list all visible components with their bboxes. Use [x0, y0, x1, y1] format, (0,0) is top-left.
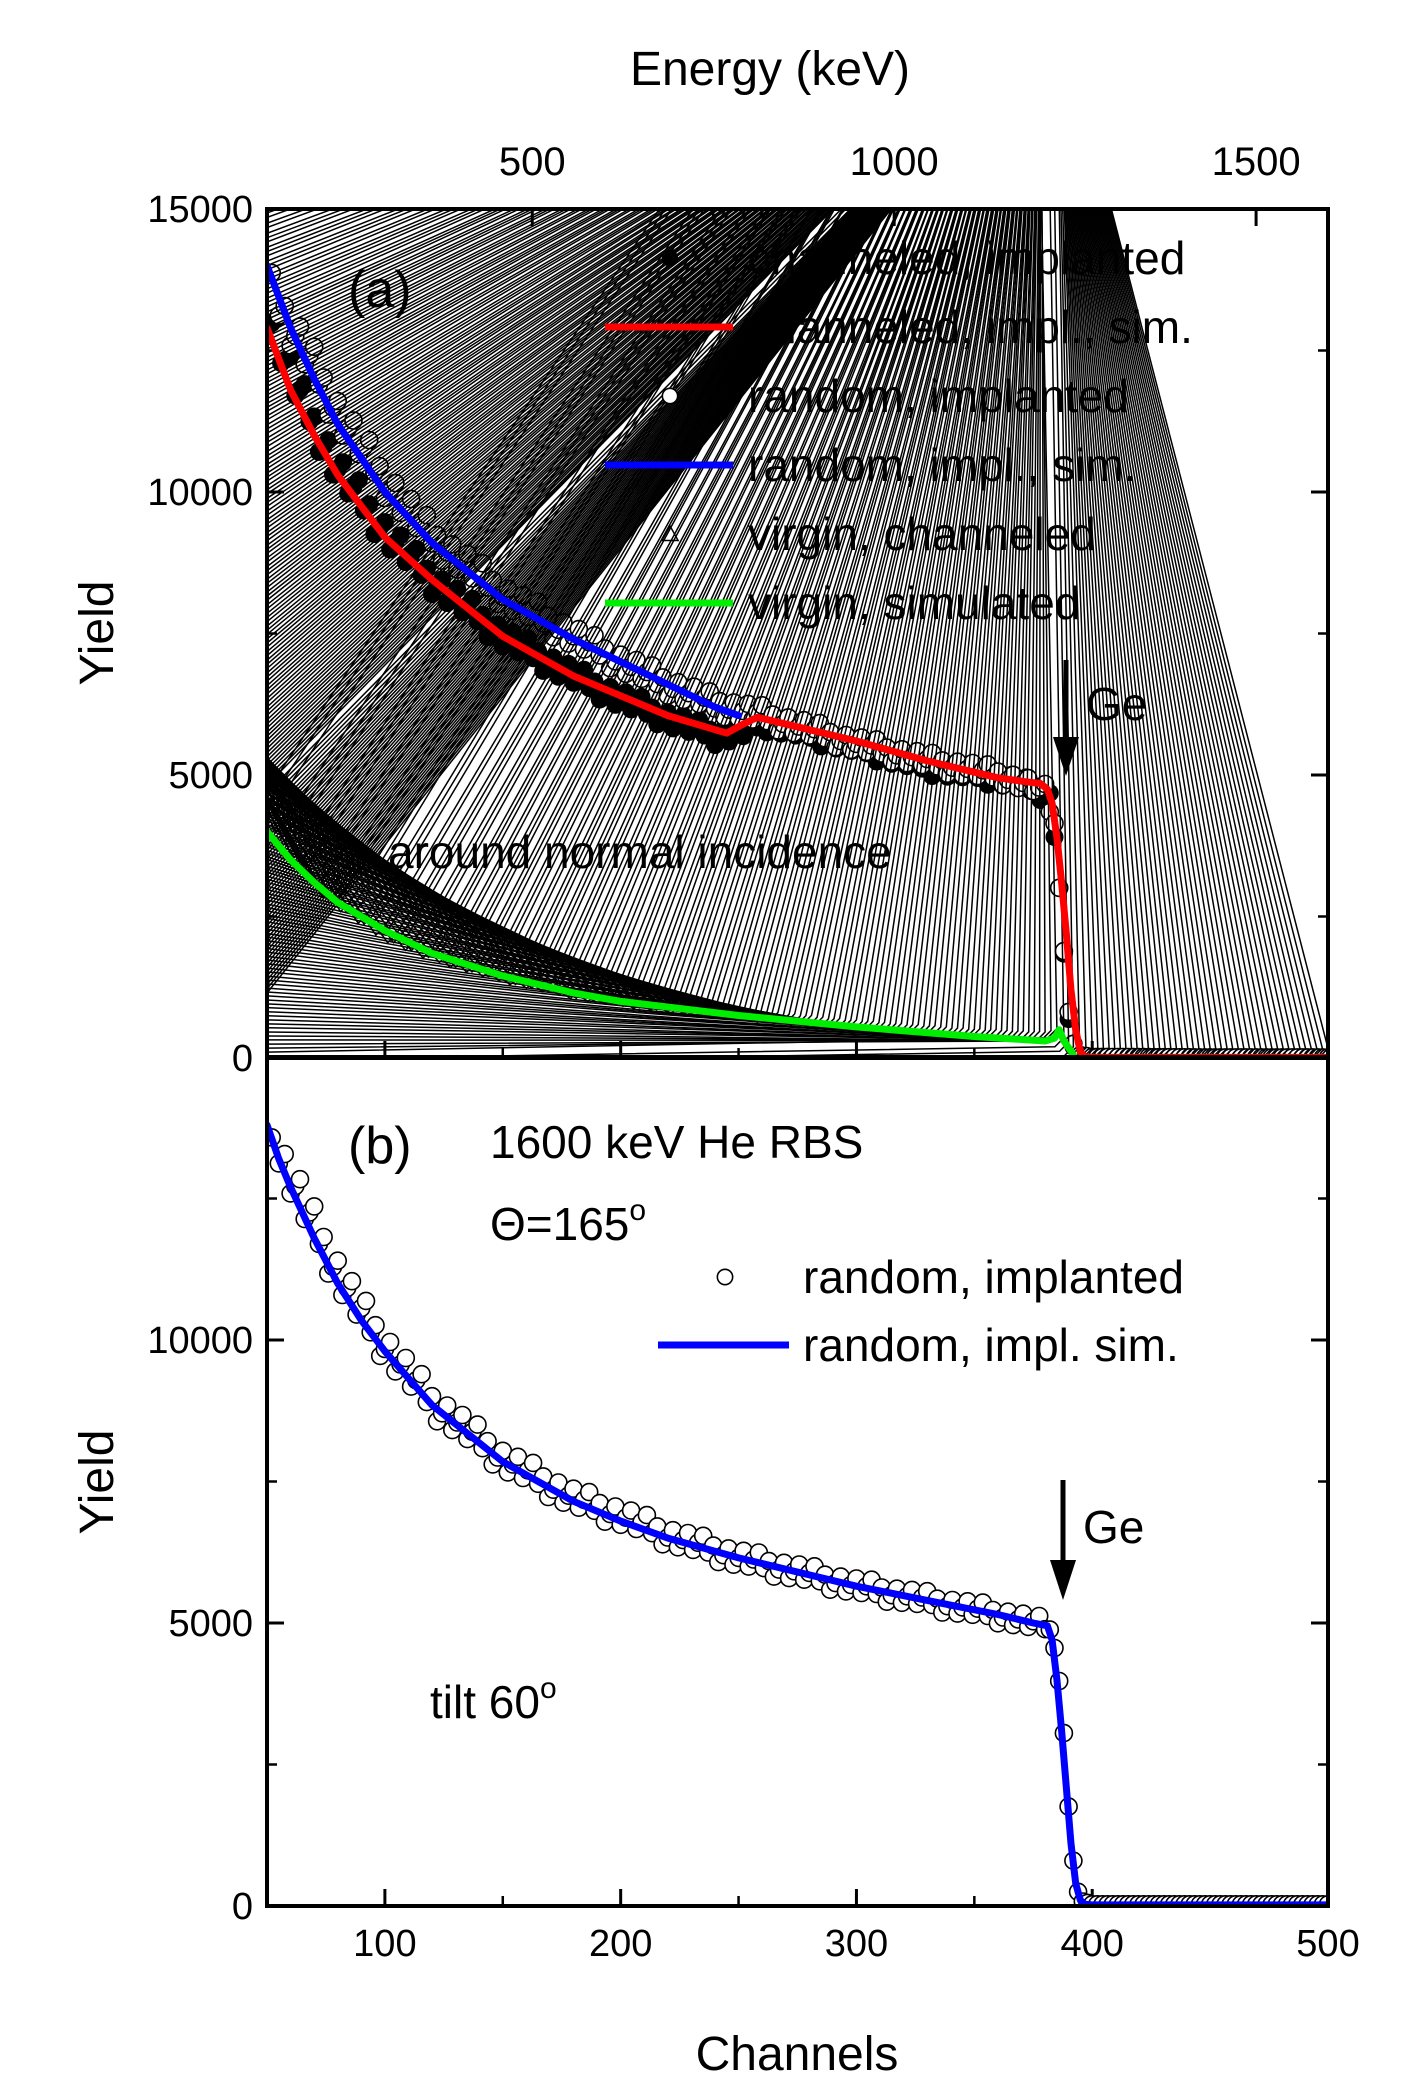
panel-b-theta: Θ=165o: [490, 1194, 646, 1250]
y-tick-label: 10000: [147, 472, 253, 514]
series-random-implanted: [267, 1128, 1328, 1906]
series-line: [267, 262, 743, 720]
series-line: [267, 1121, 1328, 1906]
panel-b-ge-label: Ge: [1083, 1501, 1144, 1553]
legend-marker-swatch: [661, 387, 679, 405]
x-tick-label: 500: [1296, 1923, 1359, 1965]
top-axis-tick-label: 1000: [850, 140, 939, 184]
panel-a-ticks: 0 5000 10000 15000: [147, 189, 1330, 1080]
legend-entry: virgin, simulated: [605, 577, 1080, 629]
legend-entry: virgin, channeled: [660, 508, 1096, 560]
legend-label: random, implanted: [748, 370, 1129, 422]
data-point: [267, 209, 1075, 1058]
legend-marker-swatch: [716, 1268, 734, 1286]
x-tick-label: 300: [825, 1923, 888, 1965]
legend-label: virgin, simulated: [748, 577, 1080, 629]
panel-b-y-label: Yield: [71, 1430, 124, 1535]
series-line: [267, 828, 1077, 1058]
series-virgin-simulated: [267, 828, 1077, 1058]
legend-entry: random, impl. sim.: [658, 1319, 1179, 1371]
panel-a-label: (a): [348, 261, 412, 319]
y-tick-label: 0: [232, 1886, 253, 1928]
data-point: [267, 209, 1065, 1058]
series-random-impl-sim-: [267, 262, 743, 720]
panel-a-ge-label: Ge: [1086, 678, 1147, 730]
y-tick-label: 5000: [168, 755, 253, 797]
series-random-impl-sim-: [267, 1121, 1328, 1906]
legend-label: random, impl., sim.: [748, 439, 1137, 491]
legend-label: channeled, implanted: [748, 232, 1185, 284]
x-axis-label: Channels: [696, 2028, 899, 2081]
series-channeled-impl-sim-: [267, 324, 1328, 1058]
panel-a-condition: around normal incidence: [388, 826, 892, 878]
panel-b-series: [267, 1121, 1328, 1906]
top-axis-tick-label: 1500: [1212, 140, 1301, 184]
panel-a-ge-arrow: Ge: [1053, 660, 1147, 776]
data-point: [468, 1415, 487, 1434]
legend-label: random, implanted: [803, 1251, 1184, 1303]
top-axis-tick-label: 500: [499, 140, 566, 184]
panel-a: 0 5000 10000 15000 (a) around normal incide…: [71, 189, 1330, 1080]
data-point: [267, 209, 1058, 1053]
panel-b-ge-arrow: Ge: [1050, 1480, 1144, 1600]
panel-b-label: (b): [348, 1117, 412, 1175]
x-tick-label: 400: [1061, 1923, 1124, 1965]
legend-label: virgin, channeled: [748, 508, 1096, 560]
panel-b-ticks: 0 5000 10000 100 200 300 400 500: [147, 1197, 1360, 1965]
legend-marker-swatch: [660, 524, 680, 542]
y-tick-label: 5000: [168, 1603, 253, 1645]
panel-a-y-label: Yield: [71, 581, 124, 686]
panel-b-beam: 1600 keV He RBS: [490, 1116, 863, 1168]
top-axis-ticks: 500 1000 1500: [499, 140, 1301, 226]
panel-b-legend: random, implanted random, impl. sim.: [658, 1251, 1184, 1371]
y-tick-label: 15000: [147, 189, 253, 231]
x-tick-label: 200: [589, 1923, 652, 1965]
panel-b-frame: [265, 1055, 1330, 1908]
panel-a-legend: channeled, implanted channeled, impl., si…: [605, 232, 1193, 629]
x-tick-label: 100: [353, 1923, 416, 1965]
data-point: [396, 1348, 416, 1368]
data-point: [304, 1197, 324, 1216]
data-point: [637, 1505, 657, 1525]
top-axis-title: Energy (keV): [630, 43, 910, 96]
data-point: [453, 1405, 472, 1425]
data-point: [267, 209, 667, 803]
data-point: [267, 209, 1070, 1058]
legend-label: channeled, impl., sim.: [748, 301, 1193, 353]
legend-label: random, impl. sim.: [803, 1319, 1179, 1371]
data-point: [342, 1271, 362, 1291]
legend-entry: random, implanted: [661, 370, 1129, 422]
panel-a-series: [267, 209, 1328, 1058]
data-point: [523, 1453, 543, 1473]
data-point: [412, 1364, 431, 1384]
y-tick-label: 0: [232, 1038, 253, 1080]
panel-b: 0 5000 10000 100 200 300 400 500 (b) 1600 keV H…: [71, 1116, 1360, 2081]
legend-marker-swatch: [661, 249, 679, 267]
legend-entry: random, impl., sim.: [605, 439, 1137, 491]
panel-b-tilt: tilt 60o: [430, 1672, 557, 1728]
legend-entry: random, implanted: [716, 1251, 1184, 1303]
legend-entry: channeled, implanted: [661, 232, 1185, 284]
legend-entry: channeled, impl., sim.: [605, 301, 1193, 353]
data-point: [290, 1169, 310, 1189]
series-line: [267, 324, 1328, 1058]
data-point: [356, 1291, 376, 1311]
y-tick-label: 10000: [147, 1320, 253, 1362]
